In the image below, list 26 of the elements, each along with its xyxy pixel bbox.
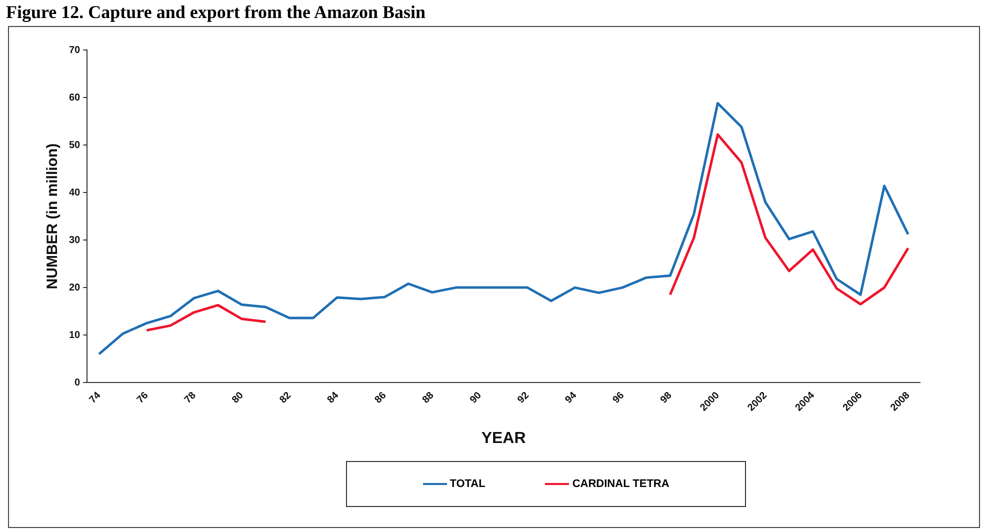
x-tick-label: 88	[420, 390, 437, 406]
x-tick-label: 90	[468, 390, 484, 406]
x-tick-label: 94	[563, 390, 580, 406]
legend-label: CARDINAL TETRA	[572, 478, 670, 490]
y-tick-label: 60	[69, 92, 81, 104]
x-tick-label: 80	[230, 390, 246, 406]
x-tick-label: 96	[610, 390, 627, 406]
y-axis-title: NUMBER (in million)	[44, 143, 62, 290]
y-tick-label: 50	[69, 140, 81, 151]
x-tick-label: 86	[373, 390, 389, 406]
y-tick-label: 20	[69, 282, 81, 294]
x-tick-label: 78	[182, 390, 199, 406]
y-tick-label: 40	[69, 187, 81, 198]
x-tick-label: 82	[278, 390, 294, 406]
x-axis-title: YEAR	[481, 430, 526, 447]
y-tick-label: 10	[69, 330, 81, 341]
chart-title: Figure 12. Capture and export from the Amazon Basin	[6, 2, 426, 23]
x-tick-label: 98	[658, 390, 675, 406]
y-tick-label: 0	[74, 377, 81, 388]
y-tick-label: 70	[69, 44, 81, 56]
x-tick-label: 92	[516, 390, 532, 406]
x-tick-label: 76	[135, 390, 151, 406]
legend-label: TOTAL	[450, 478, 486, 490]
y-tick-label: 30	[69, 234, 81, 246]
x-tick-label: 84	[325, 390, 342, 406]
x-tick-label: 74	[87, 390, 104, 406]
